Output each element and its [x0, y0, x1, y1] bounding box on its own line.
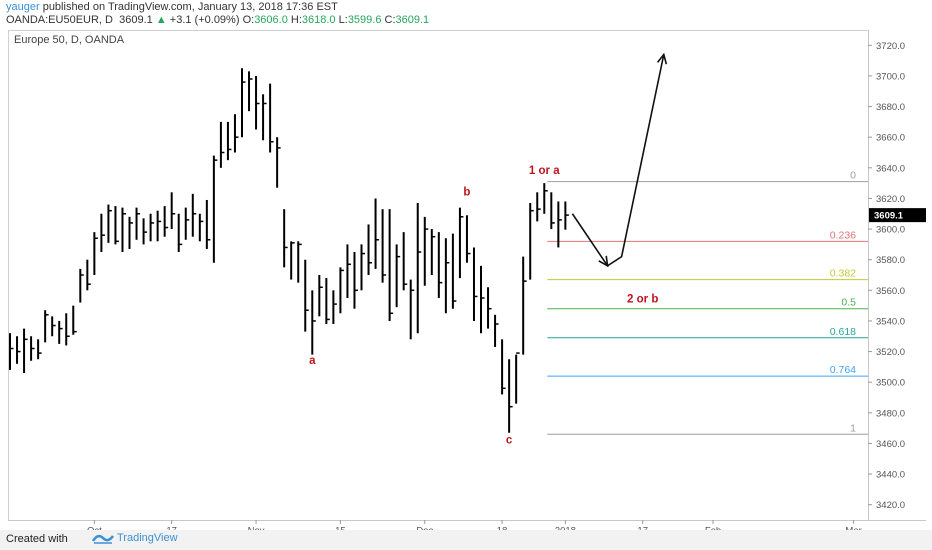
ohlc-line: OANDA:EU50EUR, D 3609.1 ▲ +3.1 (+0.09%) …: [6, 14, 429, 26]
fib-level-label: 0.5: [841, 297, 856, 309]
y-tick-label: 3580.0: [876, 255, 905, 266]
y-tick-label: 3600.0: [876, 225, 905, 236]
open-label: O:: [242, 14, 255, 26]
tradingview-logo-icon: [91, 534, 115, 544]
y-tick-label: 3500.0: [876, 378, 905, 389]
y-tick-label: 3660.0: [876, 133, 905, 144]
y-tick-label: 3720.0: [876, 41, 905, 52]
fib-level-label: 0.764: [830, 364, 856, 376]
open-value: 3606.0: [254, 14, 288, 26]
created-with-text: Created with: [6, 533, 68, 545]
y-tick-label: 3420.0: [876, 500, 905, 511]
wave-label: 2 or b: [627, 294, 658, 306]
y-tick-label: 3640.0: [876, 163, 905, 174]
fib-level-label: 0.618: [830, 326, 856, 338]
y-tick-label: 3560.0: [876, 286, 905, 297]
y-tick-label: 3700.0: [876, 71, 905, 82]
y-tick-label: 3520.0: [876, 347, 905, 358]
wave-label: b: [463, 186, 470, 198]
symbol-name: OANDA:EU50EUR, D: [6, 14, 113, 26]
price-change: +3.1 (+0.09%): [169, 14, 240, 26]
fib-level-label: 0.236: [830, 229, 856, 241]
fib-level-label: 1: [850, 422, 856, 434]
last-price: 3609.1: [119, 14, 153, 26]
projection-path: [571, 54, 665, 267]
fib-level-label: 0: [850, 170, 856, 182]
arrow-head-up-icon: [656, 52, 668, 65]
last-price-label: 3609.1: [874, 211, 904, 222]
y-tick-label: 3480.0: [876, 408, 905, 419]
y-tick-label: 3620.0: [876, 194, 905, 205]
low-value: 3599.6: [347, 14, 382, 26]
tradingview-brand: TradingView: [117, 532, 178, 544]
y-tick-label: 3460.0: [876, 439, 905, 450]
low-label: L:: [338, 14, 348, 26]
publish-info: published on TradingView.com, January 13…: [39, 1, 338, 13]
chart-header: yauger published on TradingView.com, Jan…: [0, 0, 932, 30]
publish-line: yauger published on TradingView.com, Jan…: [6, 1, 338, 13]
high-label: H:: [290, 14, 302, 26]
arrow-head-down-icon: [598, 255, 609, 268]
y-tick-label: 3680.0: [876, 102, 905, 113]
footer-bar: Created with TradingView: [0, 530, 932, 550]
high-value: 3618.0: [301, 14, 336, 26]
last-price-marker: [869, 208, 926, 223]
close-value: 3609.1: [395, 14, 430, 26]
wave-label: 1 or a: [529, 165, 560, 177]
tradingview-link[interactable]: TradingView: [91, 532, 178, 544]
y-tick-label: 3540.0: [876, 316, 905, 327]
wave-label: c: [506, 434, 513, 446]
price-chart[interactable]: Europe 50, D, OANDA 3420.0 3440.0 3460.0 348…: [8, 30, 926, 536]
up-arrow-icon: ▲: [155, 14, 167, 26]
chart-title: Europe 50, D, OANDA: [14, 34, 125, 46]
author-link[interactable]: yauger: [6, 1, 40, 13]
close-label: C:: [384, 14, 396, 26]
wave-label: a: [309, 355, 316, 367]
y-tick-label: 3440.0: [876, 470, 905, 481]
fib-level-label: 0.382: [830, 268, 856, 280]
chart-area[interactable]: Europe 50, D, OANDA 3420.0 3440.0 3460.0 348…: [8, 30, 926, 536]
